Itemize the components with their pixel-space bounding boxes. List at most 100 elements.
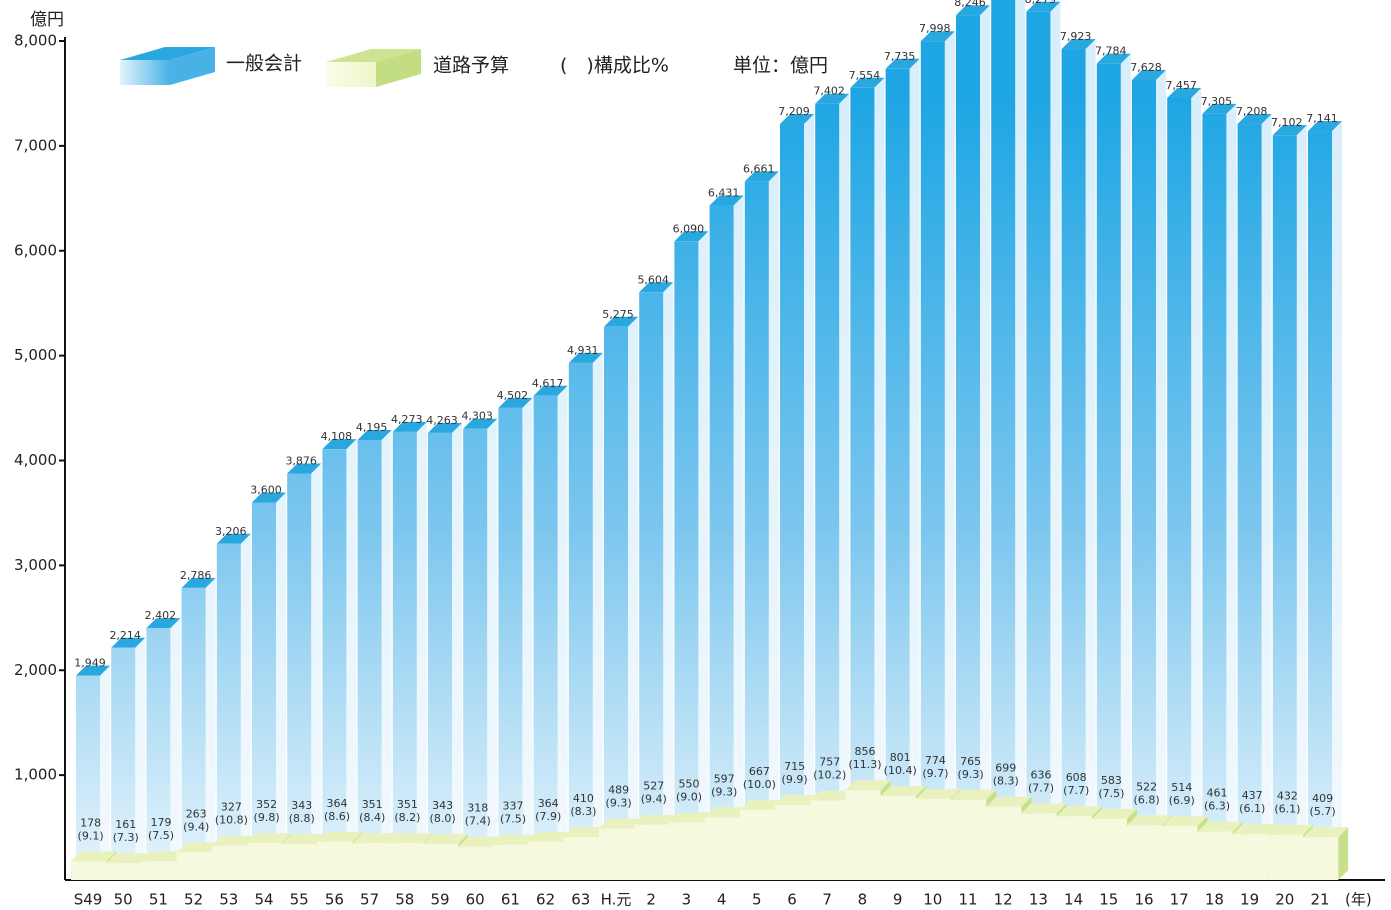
value-label: 179 (151, 816, 172, 829)
bar-side (1332, 121, 1342, 880)
bar (1237, 124, 1262, 881)
value-label: 343 (432, 799, 453, 812)
bar-top (146, 618, 181, 629)
value-label: 765 (960, 755, 981, 768)
bar-top (282, 834, 328, 845)
value-label: 4,273 (391, 413, 423, 426)
bar (428, 432, 452, 880)
x-tick-label: 59 (430, 891, 449, 909)
bar (1267, 834, 1303, 880)
bar (71, 861, 107, 880)
bar-top (951, 789, 997, 800)
x-tick-label: 63 (571, 891, 590, 909)
legend-swatch-side (376, 49, 421, 87)
bar-top (599, 818, 645, 829)
bar (845, 790, 881, 880)
legend-swatch (120, 60, 170, 85)
bar (252, 502, 276, 880)
bar (739, 810, 775, 880)
bar-side (663, 282, 674, 880)
bar-top (880, 785, 926, 796)
value-label: 4,195 (356, 421, 388, 434)
legend: 一般会計 道路予算 ( )構成比% 単位：億円 (120, 47, 828, 87)
value-label: 318 (467, 802, 488, 815)
x-tick-label: 2 (646, 891, 656, 909)
bar-top (493, 834, 539, 845)
bar-side (733, 195, 744, 880)
value-label: 7,209 (778, 105, 810, 118)
y-tick-label: 1,000 (14, 766, 57, 784)
value-label: 7,305 (1201, 95, 1233, 108)
bar (674, 241, 699, 880)
y-axis-label: 億円 (30, 10, 64, 30)
bar-side (1296, 125, 1307, 881)
value-label: 5,275 (602, 308, 634, 321)
x-tick-label: 17 (1170, 891, 1189, 909)
ratio-label: (9.4) (641, 793, 667, 806)
value-label: 757 (819, 756, 840, 769)
bar-side (592, 352, 603, 880)
value-label: 2,786 (180, 569, 212, 582)
bar-top (76, 665, 110, 676)
bar-top (1167, 87, 1202, 98)
x-tick-label: 56 (325, 891, 344, 909)
x-tick-label: 10 (923, 891, 942, 909)
bar (146, 628, 171, 880)
x-tick-label: 11 (958, 891, 977, 909)
value-label: 514 (1171, 781, 1192, 794)
value-label: 7,554 (849, 69, 881, 82)
bar-side (944, 31, 955, 880)
bar (1056, 816, 1092, 880)
value-label: 774 (925, 754, 946, 767)
value-label: 352 (256, 798, 277, 811)
bar (1308, 131, 1332, 880)
bar (920, 41, 945, 880)
bar-side (698, 231, 709, 880)
ratio-label: (8.4) (359, 811, 385, 824)
ratio-label: (7.7) (1063, 784, 1089, 797)
x-tick-label: 12 (994, 891, 1013, 909)
bar-top (1061, 39, 1096, 50)
value-label: 856 (855, 745, 876, 758)
bar (493, 844, 529, 880)
bar (991, 0, 1016, 881)
bar-top (106, 853, 152, 864)
value-label: 2,402 (145, 609, 177, 622)
bar-top (211, 835, 257, 846)
x-tick-label: 51 (149, 891, 168, 909)
bar (141, 861, 177, 880)
bar (498, 407, 523, 880)
value-label: 7,998 (919, 22, 951, 35)
value-label: 4,617 (532, 377, 564, 390)
value-label: 8,279 (1025, 0, 1057, 6)
x-tick-label: 7 (822, 891, 832, 909)
bar-top (815, 93, 850, 104)
bar-top (247, 833, 293, 844)
bar (1197, 831, 1233, 880)
value-label: 522 (1136, 780, 1157, 793)
bar (599, 828, 635, 880)
bar (322, 449, 347, 880)
ratio-label: (10.8) (215, 814, 248, 827)
x-tick-label: 20 (1275, 891, 1294, 909)
bar (1091, 818, 1127, 880)
bar-side (452, 422, 462, 880)
bar (287, 473, 312, 880)
bar-top (463, 418, 498, 429)
value-label: 608 (1066, 771, 1087, 784)
x-tick-label: H.元 (601, 891, 632, 909)
bar-side (804, 113, 814, 881)
bar-top (1272, 125, 1307, 136)
bar-top (568, 352, 603, 363)
value-label: 7,784 (1095, 45, 1127, 58)
unit-note: 単位：億円 (733, 55, 828, 77)
y-tick-label: 3,000 (14, 556, 57, 574)
bar-top (1021, 803, 1067, 814)
legend-swatch-top (326, 49, 421, 62)
bar-top (1026, 1, 1061, 12)
bar (951, 799, 987, 880)
bar-side (100, 665, 110, 880)
value-label: 364 (538, 797, 559, 810)
bar (1132, 80, 1156, 881)
bar-top (1127, 815, 1173, 826)
